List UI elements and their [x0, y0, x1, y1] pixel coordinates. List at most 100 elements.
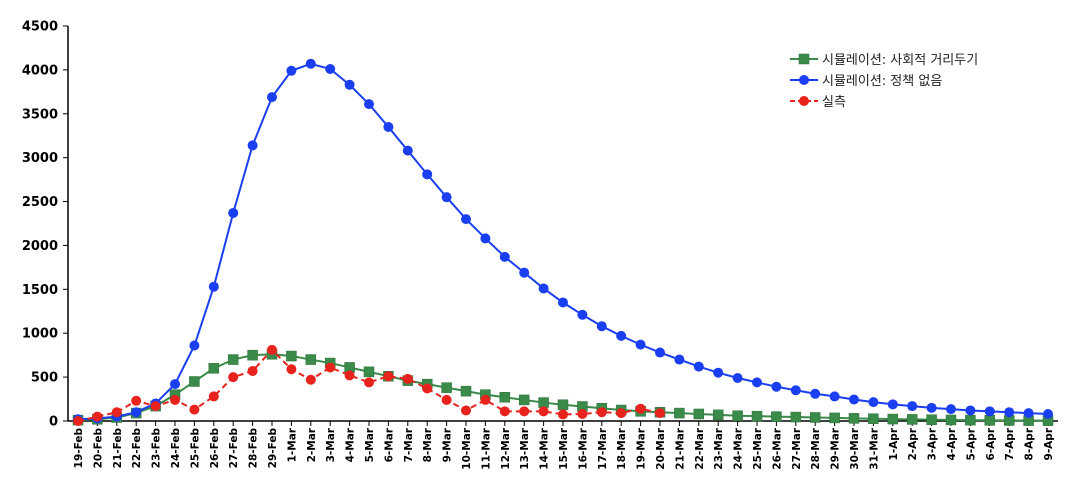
- x-tick-label: 23-Feb: [151, 428, 163, 469]
- data-point-series-1: [868, 397, 879, 408]
- data-point-series-1: [577, 309, 588, 320]
- x-tick-label: 24-Mar: [733, 427, 745, 470]
- x-tick-label: 11-Mar: [480, 427, 492, 470]
- legend-marker-2: [799, 96, 809, 106]
- data-point-series-1: [1043, 408, 1053, 419]
- data-point-series-0: [674, 407, 685, 419]
- x-tick-label: 21-Feb: [112, 428, 124, 469]
- y-tick-label: 1000: [22, 327, 58, 342]
- data-point-series-0: [518, 394, 530, 406]
- data-point-series-2: [519, 406, 530, 417]
- data-point-series-2: [73, 416, 83, 426]
- data-point-series-0: [247, 349, 258, 361]
- x-tick-label: 6-Apr: [985, 427, 997, 460]
- x-tick-label: 9-Apr: [1043, 427, 1055, 460]
- data-point-series-1: [635, 339, 646, 350]
- data-point-series-2: [325, 362, 336, 373]
- x-tick-label: 5-Apr: [965, 427, 977, 460]
- x-tick-label: 1-Apr: [888, 427, 900, 460]
- x-tick-label: 15-Mar: [558, 427, 570, 470]
- x-tick-label: 7-Apr: [1004, 427, 1016, 460]
- data-point-series-0: [945, 414, 957, 426]
- data-point-series-1: [965, 405, 976, 416]
- legend-marker-1: [799, 75, 809, 85]
- data-point-series-0: [926, 414, 937, 425]
- x-tick-label: 4-Apr: [946, 427, 958, 460]
- data-point-series-1: [228, 207, 239, 218]
- x-tick-label: 26-Mar: [771, 427, 783, 470]
- y-tick-label: 500: [31, 371, 58, 386]
- data-point-series-2: [383, 371, 394, 382]
- data-point-series-0: [208, 363, 220, 374]
- x-tick-label: 9-Mar: [442, 427, 454, 462]
- data-point-series-0: [965, 414, 976, 426]
- x-tick-label: 28-Feb: [248, 428, 260, 469]
- data-point-series-0: [227, 354, 239, 365]
- data-point-series-1: [519, 267, 530, 278]
- x-tick-label: 10-Mar: [461, 427, 473, 470]
- x-tick-label: 17-Mar: [597, 427, 609, 470]
- data-point-series-1: [984, 406, 995, 417]
- data-point-series-2: [228, 372, 239, 383]
- data-point-series-2: [616, 408, 627, 419]
- data-point-series-0: [771, 411, 782, 422]
- x-tick-label: 8-Mar: [422, 427, 434, 462]
- x-tick-label: 29-Mar: [830, 427, 842, 470]
- data-point-series-1: [461, 214, 471, 225]
- data-point-series-2: [480, 394, 491, 405]
- data-point-series-1: [383, 121, 394, 132]
- y-tick-label: 4500: [22, 20, 58, 35]
- x-tick-label: 12-Mar: [500, 427, 512, 470]
- data-point-series-1: [208, 281, 219, 292]
- x-tick-label: 22-Feb: [131, 428, 143, 469]
- data-point-series-1: [674, 354, 685, 365]
- data-point-series-0: [538, 397, 549, 408]
- x-tick-label: 3-Apr: [927, 427, 939, 460]
- x-tick-label: 2-Apr: [907, 427, 919, 460]
- data-point-series-2: [558, 409, 568, 420]
- legend-label-2: 실측: [822, 95, 846, 110]
- data-point-series-2: [92, 411, 103, 422]
- x-tick-label: 25-Feb: [189, 428, 201, 469]
- data-point-series-1: [829, 391, 840, 402]
- data-point-series-0: [906, 414, 918, 425]
- data-point-series-2: [131, 395, 142, 406]
- x-tick-label: 26-Feb: [209, 428, 221, 469]
- data-point-series-1: [655, 347, 665, 358]
- data-point-series-1: [325, 64, 336, 75]
- x-tick-label: 24-Feb: [170, 428, 182, 469]
- data-point-series-2: [577, 408, 588, 419]
- x-tick-label: 6-Mar: [383, 427, 395, 462]
- data-point-series-0: [557, 399, 569, 411]
- y-tick-label: 2000: [22, 239, 58, 254]
- x-tick-label: 27-Feb: [228, 428, 240, 469]
- y-tick-label: 0: [49, 415, 58, 430]
- data-point-series-2: [596, 407, 607, 418]
- data-point-series-0: [363, 366, 375, 378]
- x-tick-label: 20-Feb: [92, 428, 104, 469]
- data-point-series-2: [422, 383, 433, 394]
- data-point-series-0: [732, 410, 743, 421]
- data-point-series-1: [616, 330, 627, 341]
- data-point-series-1: [480, 233, 491, 244]
- data-point-series-1: [131, 407, 142, 418]
- data-point-series-0: [751, 410, 763, 422]
- data-point-series-0: [460, 385, 472, 397]
- data-point-series-1: [189, 340, 200, 351]
- data-point-series-1: [441, 192, 452, 203]
- data-point-series-2: [461, 405, 471, 416]
- x-tick-label: 5-Mar: [364, 427, 376, 462]
- data-point-series-2: [344, 370, 355, 381]
- data-point-series-1: [946, 404, 956, 415]
- data-point-series-2: [286, 364, 297, 375]
- data-point-series-0: [499, 392, 511, 403]
- data-point-series-1: [732, 372, 743, 383]
- data-point-series-1: [364, 99, 374, 110]
- x-tick-label: 22-Mar: [694, 427, 706, 470]
- data-point-series-1: [558, 297, 568, 308]
- data-point-series-1: [771, 381, 782, 392]
- data-point-series-0: [848, 413, 860, 424]
- data-point-series-1: [499, 251, 510, 262]
